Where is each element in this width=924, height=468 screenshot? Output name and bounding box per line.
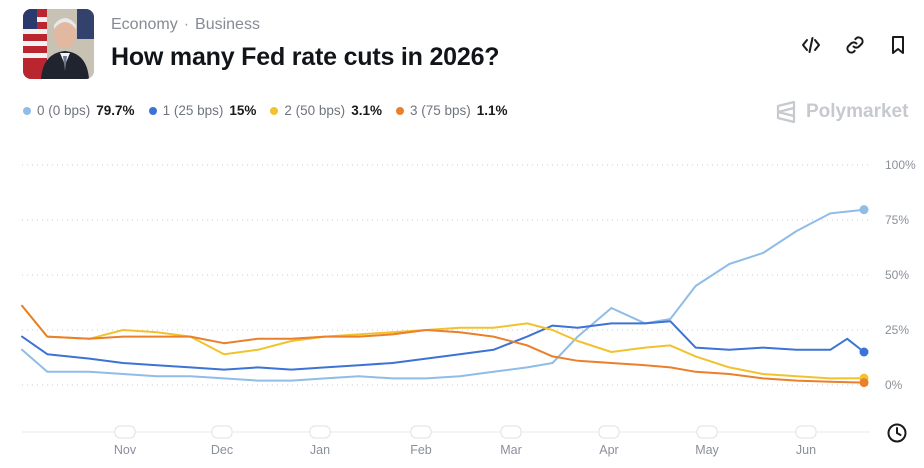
x-axis-marker[interactable] bbox=[500, 425, 522, 439]
bookmark-icon bbox=[892, 36, 904, 54]
x-tick-label: Jun bbox=[796, 443, 816, 457]
legend-label: 0 (0 bps) bbox=[37, 103, 91, 118]
x-axis-marker[interactable] bbox=[696, 425, 718, 439]
x-tick-label: Nov bbox=[114, 443, 137, 457]
breadcrumb-economy[interactable]: Economy bbox=[111, 16, 178, 33]
legend-dot bbox=[23, 106, 31, 115]
legend-item[interactable]: 2 (50 bps) 3.1% bbox=[270, 103, 382, 118]
legend-item[interactable]: 3 (75 bps) 1.1% bbox=[395, 103, 508, 118]
legend-item[interactable]: 1 (25 bps) 15% bbox=[148, 103, 257, 118]
legend-label: 3 (75 bps) bbox=[409, 103, 471, 118]
series-line bbox=[21, 304, 865, 380]
x-tick-label: May bbox=[695, 443, 719, 457]
y-tick-label: 50% bbox=[885, 268, 909, 282]
legend-dot bbox=[395, 106, 404, 115]
clock-icon bbox=[887, 423, 907, 443]
series-endpoint bbox=[859, 205, 869, 215]
page-title: How many Fed rate cuts in 2026? bbox=[111, 43, 500, 71]
series-line bbox=[21, 208, 865, 382]
market-thumbnail bbox=[23, 9, 94, 79]
legend-value: 3.1% bbox=[351, 103, 382, 118]
x-tick-label: Apr bbox=[599, 443, 618, 457]
legend-label: 2 (50 bps) bbox=[284, 103, 346, 118]
x-tick-label: Mar bbox=[500, 443, 522, 457]
x-axis-marker[interactable] bbox=[309, 425, 331, 439]
x-tick-label: Dec bbox=[211, 443, 233, 457]
price-history-chart[interactable]: 100% 75% 50% 25% 0% Nov Dec Jan Feb Mar Apr May Jun bbox=[0, 140, 924, 468]
x-axis-marker[interactable] bbox=[211, 425, 233, 439]
x-axis-marker[interactable] bbox=[410, 425, 432, 439]
y-tick-label: 100% bbox=[885, 158, 916, 172]
y-tick-label: 0% bbox=[885, 378, 903, 392]
series-endpoint bbox=[859, 347, 869, 357]
copy-link-button[interactable] bbox=[843, 33, 867, 57]
brand-name: Polymarket bbox=[806, 101, 909, 122]
legend-label: 1 (25 bps) bbox=[162, 103, 224, 118]
series-line bbox=[21, 320, 865, 371]
code-icon bbox=[802, 37, 820, 53]
chart-legend: 0 (0 bps) 79.7% 1 (25 bps) 15% 2 (50 bps… bbox=[23, 103, 508, 118]
series-line bbox=[21, 304, 865, 384]
breadcrumb-separator: · bbox=[183, 16, 190, 33]
polymarket-logo: Polymarket bbox=[776, 100, 908, 124]
legend-dot bbox=[270, 106, 279, 115]
x-axis-marker[interactable] bbox=[114, 425, 136, 439]
breadcrumb: Economy · Business bbox=[111, 16, 260, 34]
y-tick-label: 75% bbox=[885, 213, 909, 227]
time-range-button[interactable] bbox=[884, 420, 910, 446]
embed-button[interactable] bbox=[799, 33, 823, 57]
x-axis-marker[interactable] bbox=[795, 425, 817, 439]
legend-dot bbox=[148, 106, 157, 115]
legend-value: 79.7% bbox=[96, 103, 135, 118]
bookmark-button[interactable] bbox=[886, 33, 910, 57]
legend-value: 1.1% bbox=[476, 103, 508, 118]
y-tick-label: 25% bbox=[885, 323, 909, 337]
x-tick-label: Jan bbox=[310, 443, 330, 457]
x-tick-label: Feb bbox=[410, 443, 432, 457]
breadcrumb-business[interactable]: Business bbox=[195, 16, 260, 33]
link-icon bbox=[846, 36, 864, 54]
legend-item[interactable]: 0 (0 bps) 79.7% bbox=[23, 103, 135, 118]
x-axis-marker[interactable] bbox=[598, 425, 620, 439]
legend-value: 15% bbox=[229, 103, 257, 118]
series-endpoint bbox=[859, 378, 869, 388]
polymarket-logo-icon bbox=[776, 100, 796, 124]
